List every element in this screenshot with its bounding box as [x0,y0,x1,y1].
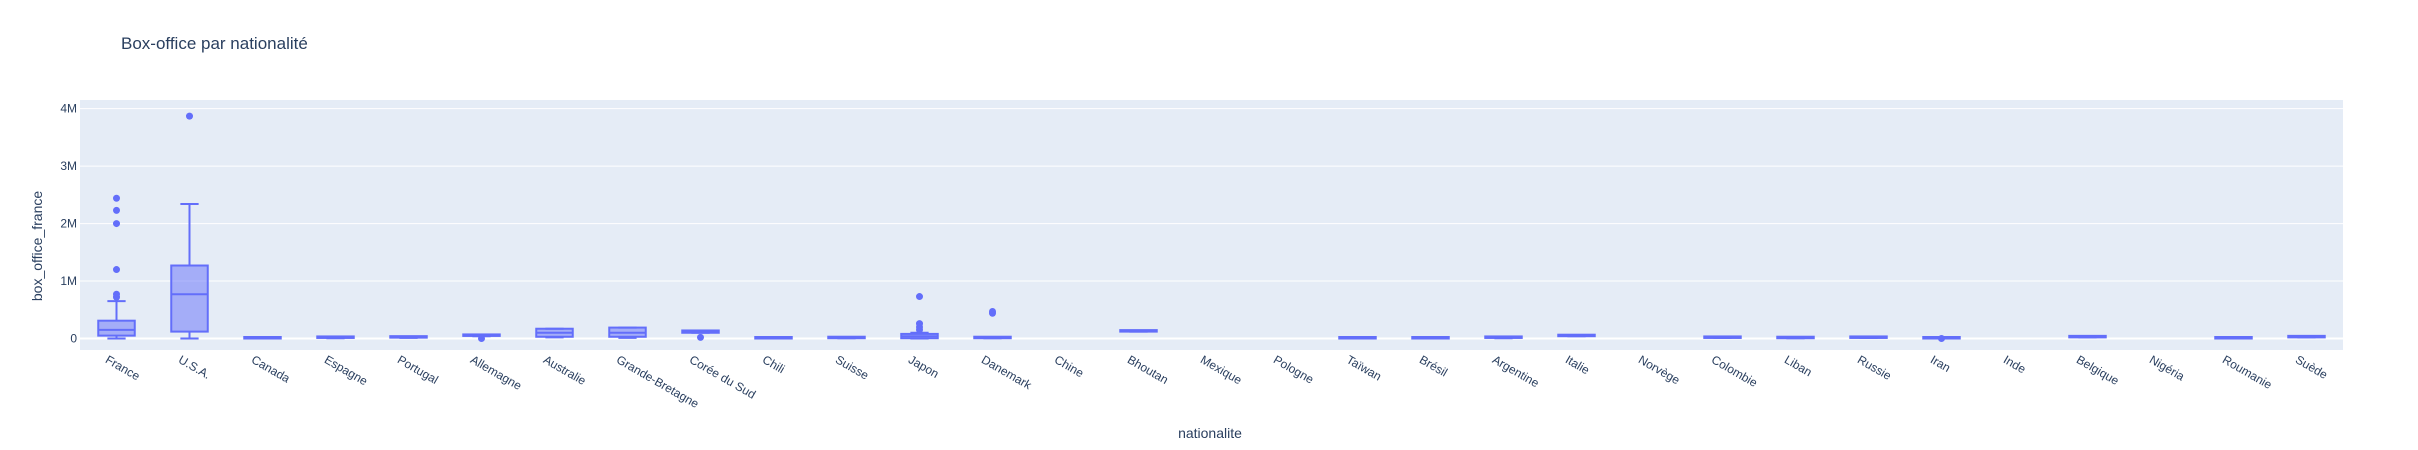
outlier-point [989,307,996,315]
box-25[interactable] [1922,335,1961,343]
box-30[interactable] [2287,334,2326,339]
x-tick-label: Portugal [395,352,441,386]
x-tick-label: Danemark [979,352,1035,392]
outlier-point [113,220,120,228]
outlier-point [1938,335,1945,343]
x-tick-label: Colombie [1709,352,1760,390]
x-tick-label: Chili [760,352,787,376]
x-tick-label: Chine [1052,352,1086,380]
x-tick-label: Bhoutan [1125,352,1171,386]
x-tick-label: Allemagne [468,352,524,393]
y-axis-title: box_office_france [29,191,45,301]
box-23[interactable] [1776,335,1815,340]
x-tick-label: Liban [1782,352,1814,379]
x-axis-title: nationalite [1178,425,1242,441]
x-tick-label: Iran [1928,352,1953,374]
x-tick-label: Inde [2001,352,2029,376]
x-tick-label: Australie [541,352,589,388]
outlier-point [186,112,193,120]
plot-area [80,100,2343,350]
y-tick-label: 4M [60,102,77,116]
box-24[interactable] [1849,335,1888,339]
x-tick-label: Argentine [1490,352,1542,390]
x-axis-ticks: France U.S.A. Canada Espagne Portugal Allemag… [103,352,2330,411]
x-tick-label: Nigéria [2147,352,2187,383]
box-12[interactable] [973,307,1012,340]
y-tick-label: 0 [70,332,77,346]
x-tick-label: Belgique [2074,352,2122,388]
outlier-point [113,266,120,274]
box-4[interactable] [389,335,428,339]
box-14[interactable] [1119,329,1158,333]
outlier-point [478,335,485,343]
outlier-point [113,290,120,298]
x-tick-label: Taïwan [1344,352,1384,383]
box-2[interactable] [243,336,282,340]
box-10[interactable] [827,335,866,340]
box-0[interactable] [97,194,136,340]
x-tick-label: Brésil [1417,352,1450,379]
box-9[interactable] [754,336,793,340]
outlier-point [916,293,923,301]
box-27[interactable] [2068,334,2107,339]
box-8[interactable] [681,329,720,341]
y-axis-ticks: 0 1M 2M 3M 4M [60,102,77,346]
gridlines [80,108,2343,340]
outlier-point [113,194,120,202]
box-20[interactable] [1557,333,1596,338]
box-17[interactable] [1338,336,1377,340]
x-tick-label: Roumanie [2220,352,2275,392]
x-tick-label: Norvège [1636,352,1683,387]
box-22[interactable] [1703,335,1742,339]
box-3[interactable] [316,335,355,340]
x-tick-label: Italie [1563,352,1592,377]
box-1[interactable] [170,112,209,340]
box-series[interactable] [97,112,2326,343]
box-iqr [97,319,136,337]
x-tick-label: U.S.A. [176,352,213,381]
x-tick-label: Canada [249,352,293,385]
outlier-point [113,206,120,214]
x-tick-label: Japon [906,352,941,380]
x-tick-label: Corée du Sud [687,352,758,401]
x-tick-label: Russie [1855,352,1894,383]
y-tick-label: 2M [60,217,77,231]
x-tick-label: Suède [2293,352,2330,382]
box-18[interactable] [1411,336,1450,340]
box-19[interactable] [1484,335,1523,340]
box-29[interactable] [2214,336,2253,340]
box-6[interactable] [535,327,574,339]
x-tick-label: Mexique [1198,352,1245,387]
chart-title: Box-office par nationalité [121,34,308,53]
box-7[interactable] [608,326,647,339]
x-tick-label: France [103,352,143,383]
box-5[interactable] [462,333,501,343]
x-tick-label: Suisse [833,352,871,382]
outlier-point [916,320,923,328]
y-tick-label: 3M [60,159,77,173]
x-tick-label: Pologne [1271,352,1316,386]
y-tick-label: 1M [60,274,77,288]
outlier-point [697,333,704,341]
x-tick-label: Espagne [322,352,370,388]
box-iqr [170,264,209,333]
box-11[interactable] [900,293,939,340]
